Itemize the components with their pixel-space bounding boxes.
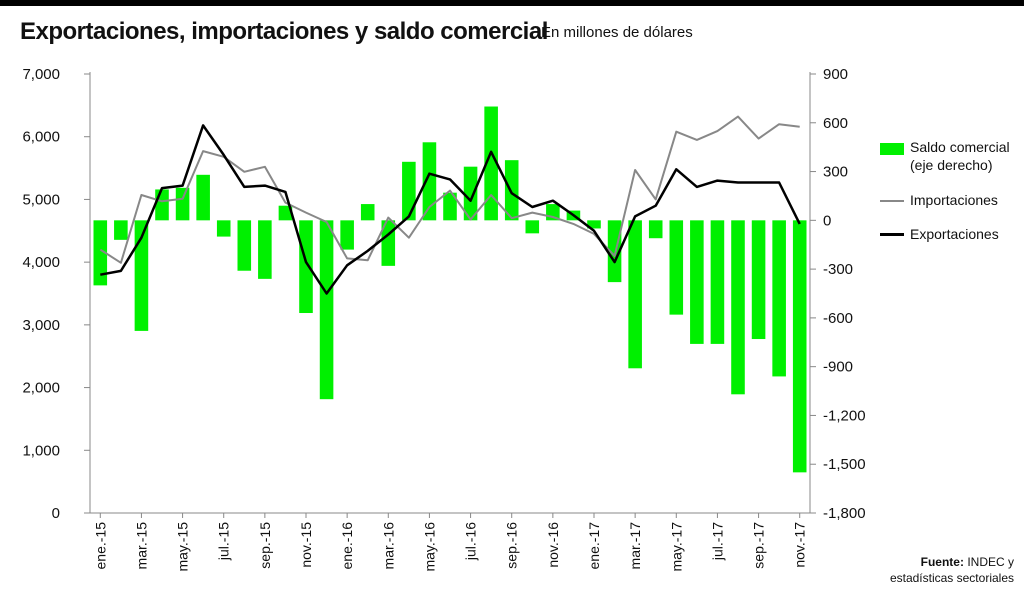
y-left-tick-label: 2,000 [22,380,60,397]
legend-label-exportaciones: Exportaciones [910,226,999,242]
y-left-tick-label: 3,000 [22,317,60,334]
legend-label-saldo-1: Saldo comercial [910,139,1010,155]
saldo-bar [360,204,375,221]
x-tick-label: jul.-16 [463,522,479,561]
saldo-bar [216,220,231,237]
y-left-tick-label: 0 [52,505,60,522]
x-tick-label: ene.-16 [339,522,355,570]
saldo-bar [299,220,313,314]
y-right-tick-label: -600 [823,310,853,327]
saldo-bar [587,220,601,229]
saldo-bar [114,220,128,240]
y-right-tick-label: -300 [823,261,853,278]
x-tick-label: sep.-15 [257,522,273,569]
x-tick-label: jul.-15 [216,522,232,561]
saldo-bar [690,220,704,344]
saldo-bar [731,220,745,395]
y-right-tick-label: 300 [823,164,848,181]
x-tick-label: mar.-15 [133,522,149,570]
source-note: Fuente: INDEC y estadísticas sectoriales [890,554,1014,586]
y-right-tick-label: 900 [823,66,848,83]
saldo-bar [525,220,540,234]
y-right-tick-label: 600 [823,115,848,132]
legend-swatch-exportaciones [880,233,904,236]
y-right-tick-label: 0 [823,212,831,229]
saldo-bar [443,192,457,221]
x-tick-label: jul.-17 [709,522,725,561]
top-border [0,0,1024,6]
source-line-1: INDEC y [967,555,1014,569]
x-tick-label: may.-16 [421,522,437,572]
saldo-bar [402,161,416,221]
saldo-bar [134,220,149,331]
saldo-bar [237,220,252,271]
y-left-tick-label: 6,000 [22,129,60,146]
legend-swatch-importaciones [880,200,904,202]
saldo-bar [340,220,354,250]
x-tick-label: ene.-15 [92,522,108,570]
y-left-tick-label: 4,000 [22,254,60,271]
saldo-bar [422,142,437,221]
y-right-tick-label: -1,500 [823,456,866,473]
saldo-bar [319,220,334,400]
source-line-2: estadísticas sectoriales [889,571,1014,585]
saldo-bar [628,220,642,369]
chart-subtitle: En millones de dólares [541,24,693,41]
x-tick-label: ene.-17 [586,522,602,570]
y-left-tick-label: 1,000 [22,442,60,459]
source-label: Fuente: [920,555,964,569]
saldo-bar [258,220,272,279]
saldo-bar [196,174,210,221]
saldo-bar [751,220,766,340]
legend-label-importaciones: Importaciones [910,192,998,208]
legend-label-saldo-2: (eje derecho) [910,157,993,173]
saldo-bar [463,166,478,221]
saldo-bar [278,205,293,221]
y-right-tick-label: -1,800 [823,505,866,522]
exportaciones-line [100,124,801,295]
y-left-tick-label: 5,000 [22,191,60,208]
saldo-bar [93,220,108,286]
x-tick-label: nov.-15 [298,522,314,568]
y-right-tick-label: -1,200 [823,407,866,424]
x-tick-label: may.-15 [175,522,191,572]
importaciones-line [99,115,800,264]
saldo-bar [155,189,169,221]
saldo-bar [669,220,684,315]
saldo-bar [175,187,190,221]
x-tick-label: sep.-16 [504,522,520,569]
y-left-tick-label: 7,000 [22,66,60,83]
saldo-bar [484,106,498,221]
x-tick-label: nov.-16 [545,522,561,568]
saldo-bar [607,220,622,283]
x-tick-label: mar.-17 [627,522,643,570]
y-right-tick-label: -900 [823,359,853,376]
saldo-bar [648,220,663,239]
saldo-bar [710,220,725,344]
x-tick-label: sep.-17 [751,522,767,569]
x-tick-label: may.-17 [668,522,684,572]
saldo-bar [504,160,519,221]
x-tick-label: nov.-17 [792,522,808,568]
saldo-bar [792,220,807,473]
chart-title: Exportaciones, importaciones y saldo com… [20,18,548,45]
legend-swatch-saldo [880,143,904,155]
x-tick-label: mar.-16 [380,522,396,570]
saldo-bar [772,220,786,377]
